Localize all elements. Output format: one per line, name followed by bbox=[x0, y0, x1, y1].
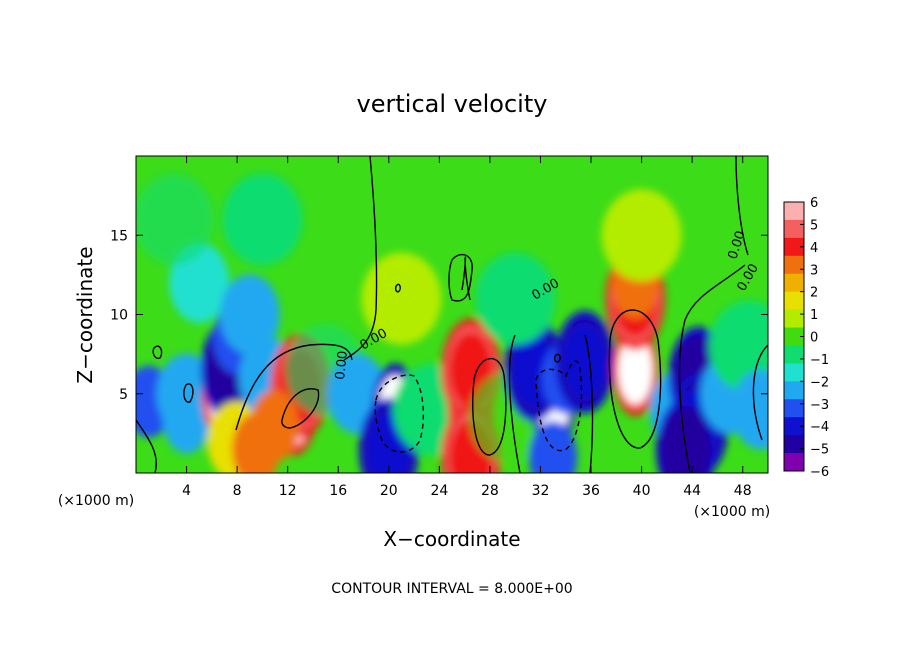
x-tick-label: 4 bbox=[182, 483, 191, 499]
field-cell bbox=[219, 274, 280, 355]
x-tick-label: 44 bbox=[683, 483, 701, 499]
x-axis-label: X−coordinate bbox=[383, 527, 520, 551]
field-cell bbox=[222, 173, 303, 266]
colorbar-swatch bbox=[784, 202, 804, 221]
field-cell bbox=[475, 252, 556, 345]
colorbar-tick-label: 0 bbox=[810, 331, 818, 346]
contour-line bbox=[448, 253, 473, 302]
contour-line bbox=[678, 264, 746, 473]
y-tick-label: 10 bbox=[110, 308, 128, 324]
zero-contours bbox=[136, 156, 768, 473]
colorbar-tick-label: −2 bbox=[810, 375, 829, 390]
contour-interval-note: CONTOUR INTERVAL = 8.000E+00 bbox=[331, 581, 572, 597]
colorbar-swatch bbox=[784, 255, 804, 275]
colorbar-tick-label: −3 bbox=[810, 398, 829, 413]
field-cell bbox=[709, 300, 768, 393]
chart-title: vertical velocity bbox=[357, 90, 548, 118]
field-cell bbox=[251, 389, 300, 462]
y-axis-label: Z−coordinate bbox=[73, 246, 97, 383]
colorbar-tick-label: 2 bbox=[810, 286, 818, 301]
x-tick-label: 32 bbox=[532, 483, 550, 499]
colorbar-swatch bbox=[784, 381, 804, 400]
colorbar-swatch bbox=[784, 417, 804, 436]
x-tick-label: 16 bbox=[329, 483, 347, 499]
colorbar-tick-label: −4 bbox=[810, 420, 829, 435]
contour-line bbox=[752, 344, 768, 441]
contour-line bbox=[535, 360, 583, 452]
contour-line bbox=[553, 353, 561, 363]
colorbar-swatch bbox=[784, 399, 804, 418]
x-tick-label: 24 bbox=[430, 483, 448, 499]
contour-line bbox=[136, 419, 157, 473]
colorbar-swatch bbox=[784, 219, 804, 239]
contour-line bbox=[472, 357, 507, 456]
colorbar-tick-label: −5 bbox=[810, 443, 829, 458]
contour-line bbox=[394, 283, 401, 293]
x-tick-label: 20 bbox=[380, 483, 398, 499]
x-tick-label: 28 bbox=[481, 483, 499, 499]
contour-line bbox=[183, 383, 194, 403]
field-cell bbox=[601, 189, 682, 282]
colorbar-tick-label: −1 bbox=[810, 353, 829, 368]
colorbar-swatch bbox=[784, 237, 804, 257]
y-tick-label: 5 bbox=[119, 387, 128, 403]
colorbar-swatch bbox=[784, 435, 804, 454]
field-cell bbox=[562, 324, 607, 401]
x-tick-label: 48 bbox=[734, 483, 752, 499]
field-cell bbox=[136, 173, 214, 266]
contour-line bbox=[235, 343, 353, 431]
plot-area bbox=[136, 156, 768, 473]
contour-line bbox=[584, 334, 594, 473]
colorbar-tick-label: 5 bbox=[810, 218, 818, 233]
x-tick-label: 40 bbox=[633, 483, 651, 499]
x-axis: 4 8 12 16 20 24 28 32 36 40 44 48 bbox=[182, 156, 752, 499]
colorbar-tick-label: 1 bbox=[810, 308, 818, 323]
colorbar-tick-label: 3 bbox=[810, 263, 818, 278]
y-axis: 5 10 15 bbox=[110, 228, 768, 403]
x-unit-label-right: (×1000 m) bbox=[694, 504, 770, 520]
colorbar-tick-label: 4 bbox=[810, 241, 818, 256]
colorbar-swatch bbox=[784, 453, 804, 472]
colorbar-swatch bbox=[784, 291, 804, 311]
colorbar-tick-label: 6 bbox=[810, 196, 818, 211]
field-cell bbox=[663, 411, 708, 473]
colorbar-swatch bbox=[784, 363, 804, 382]
contour-line bbox=[152, 345, 163, 360]
x-tick-label: 8 bbox=[233, 483, 242, 499]
x-tick-label: 12 bbox=[279, 483, 297, 499]
x-tick-label: 36 bbox=[582, 483, 600, 499]
colorbar-swatch bbox=[784, 273, 804, 293]
field-cell bbox=[361, 252, 442, 345]
colorbar-tick-label: −6 bbox=[810, 465, 829, 480]
contour-line bbox=[508, 334, 521, 473]
contour-line bbox=[343, 156, 378, 361]
contour-line bbox=[608, 309, 662, 449]
colorbar: 6 5 4 3 2 1 0 −1 −2 −3 −4 −5 −6 bbox=[783, 196, 829, 480]
x-unit-label-left: (×1000 m) bbox=[58, 493, 134, 509]
colorbar-swatch bbox=[784, 345, 804, 364]
field-cell bbox=[618, 335, 653, 404]
colorbar-swatch bbox=[784, 309, 804, 329]
colorbar-swatch bbox=[784, 327, 804, 346]
contour-label: 0.00 bbox=[333, 350, 351, 380]
contour-line bbox=[461, 256, 471, 301]
contour-line bbox=[281, 388, 320, 429]
y-tick-label: 15 bbox=[110, 228, 128, 244]
contour-line bbox=[374, 374, 425, 453]
contour-line bbox=[735, 156, 749, 256]
